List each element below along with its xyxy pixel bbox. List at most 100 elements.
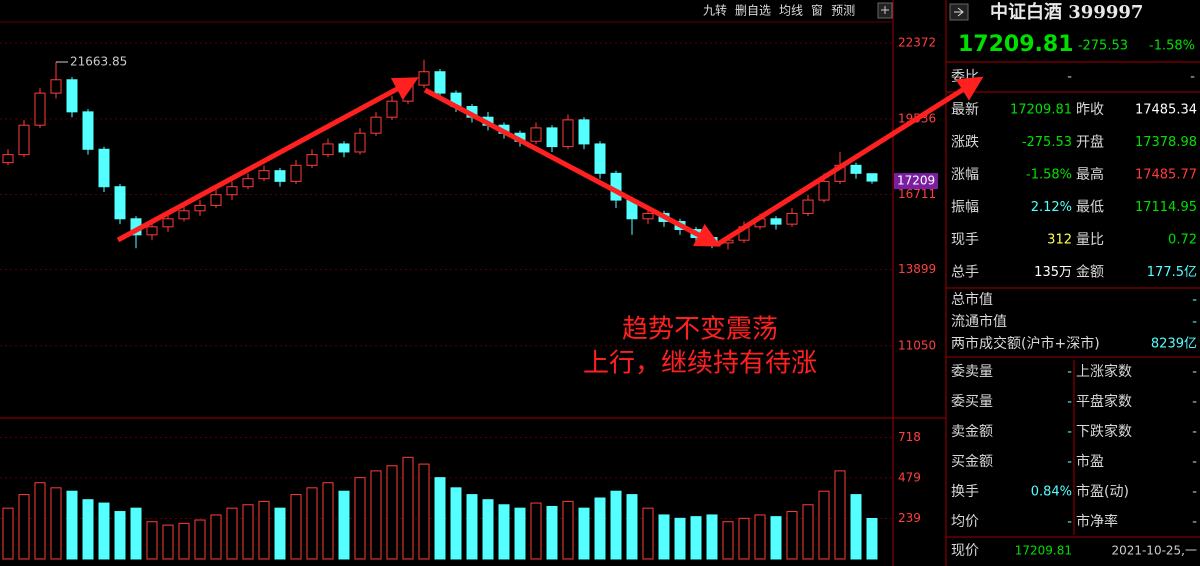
footer-date: 2021-10-25,一 [1111,544,1197,558]
volume-bar [290,494,302,560]
quote-label: 开盘 [1076,134,1104,151]
volume-bar [850,494,862,560]
stat-label: 下跌家数 [1076,423,1132,440]
quote-label: 涨幅 [951,167,979,183]
volume-bar [594,497,606,560]
quote-value: 312 [1047,233,1072,248]
quote-value: 177.5亿 [1147,265,1197,280]
quote-label: 昨收 [1076,102,1104,118]
volume-bar [450,487,462,560]
volume-bar [818,490,830,560]
volume-bar [162,524,174,560]
quote-value: 135万 [1034,265,1072,280]
candle-body [18,124,30,156]
quote-value: 17209.81 [1010,103,1072,118]
stat-value: 0.84% [1031,485,1072,500]
stat-value: - [1192,485,1197,500]
y-tick-label: 11050 [898,338,936,352]
volume-bar [738,517,750,560]
volume-bar [418,463,430,560]
volume-bar [514,507,526,560]
volume-bar [82,499,94,560]
volume-bar [706,514,718,560]
volume-bar [66,490,78,560]
volume-bar [386,465,398,560]
candle-body [578,119,590,145]
price-change: -275.53 [1078,39,1128,54]
candle-body [386,100,398,118]
quote-label: 振幅 [951,200,979,216]
candle-body [178,210,190,220]
trend-arrows [116,76,984,247]
volume-bar [786,511,798,560]
toolbar-button[interactable]: 九转 [703,3,727,18]
volume-bar [338,490,350,560]
toolbar-button[interactable]: 均线 [779,4,803,18]
toolbar-button[interactable]: 窗 [811,4,823,18]
volume-bar [626,494,638,560]
stat-label: 市盈 [1076,453,1104,470]
candle-body [850,164,862,174]
back-button-glyph [954,7,964,17]
volume-bar [226,507,238,560]
high-label: 21663.85 [70,55,127,69]
weibi-value: - [1190,70,1195,85]
quote-value: 17485.34 [1135,103,1197,118]
stat-label: 卖金额 [951,424,993,440]
volume-bar [498,504,510,560]
quote-value: -1.58% [1026,168,1072,183]
candle-body [770,218,782,225]
volume-bar [210,514,222,560]
volume-bar [402,456,414,560]
quote-value: -275.53 [1022,135,1072,150]
candle-body [50,79,62,94]
volume-bar [178,522,190,560]
panel-separators [946,61,1200,538]
stat-label: 平盘家数 [1076,393,1132,410]
volume-bar [690,516,702,560]
volume-bar [146,521,158,560]
candle-body [306,154,318,166]
toolbar-icon-glyph [881,6,889,14]
volume-bar [370,470,382,560]
candle-body [274,170,286,182]
stat-label: 市盈(动) [1076,483,1129,500]
quote-value: 17378.98 [1135,135,1197,150]
stat-label: 委买量 [951,394,993,410]
volume-bar [18,494,30,560]
candle-body [2,154,14,164]
candle-body [434,71,446,94]
stat-value: - [1192,395,1197,410]
candle-body [82,111,94,150]
candle-body [98,148,110,188]
candle-body [642,212,654,220]
volume-bar [802,504,814,560]
quote-label: 最高 [1076,166,1104,183]
volume-bar [482,499,494,560]
y-tick-label: 22372 [898,36,936,50]
quote-label: 涨跌 [951,135,979,151]
volume-bar [770,516,782,560]
quote-value: 17114.95 [1135,200,1197,215]
volume-bar [2,507,14,560]
volume-bar [562,500,574,560]
volume-bar [546,505,558,560]
volume-bar [658,514,670,560]
volume-bar [834,470,846,560]
volume-bar [242,504,254,560]
volume-bar [322,482,334,560]
quote-label: 最新 [951,102,979,118]
volume-bar [866,517,878,560]
annotation: 趋势不变震荡 [622,315,778,345]
stat-label: 市净率 [1076,513,1118,530]
candle-body [322,143,334,156]
quote-value: 2.12% [1031,200,1072,215]
y-tick-label: 13899 [898,262,936,276]
volume-bar [274,507,286,560]
volume-bar [530,502,542,560]
candle-body [802,199,814,214]
toolbar-button[interactable]: 预测 [831,4,855,18]
toolbar-button[interactable]: 删自选 [735,4,771,18]
stat-label: 委卖量 [951,364,993,380]
market-label: 两市成交额(沪市+深市) [951,335,1100,352]
